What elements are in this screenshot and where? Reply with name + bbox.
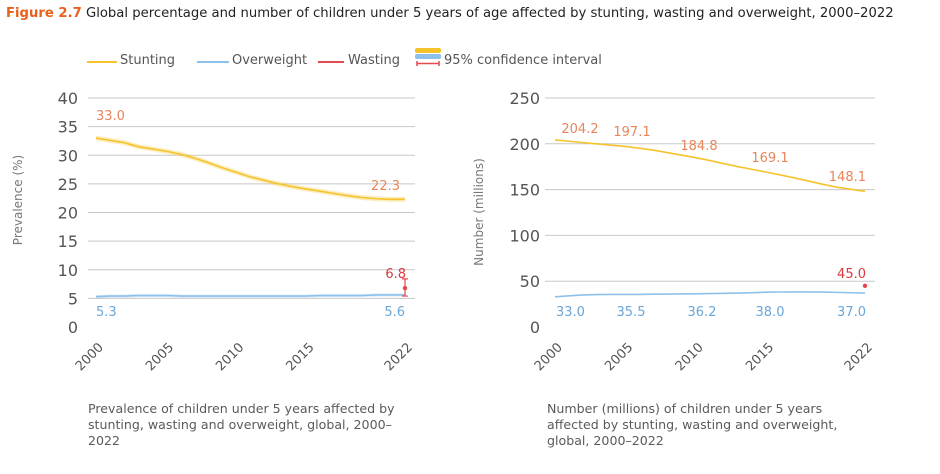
y-tick-label: 150 <box>509 181 540 200</box>
y-tick-label: 200 <box>509 135 540 154</box>
y-tick-label: 50 <box>520 272 540 291</box>
legend-item-overweight: Overweight <box>197 50 312 72</box>
x-tick-label: 2010 <box>213 340 247 374</box>
legend-swatch-overweight <box>197 61 229 63</box>
data-label-stunting: 204.2 <box>561 122 598 137</box>
x-tick-label: 2000 <box>73 340 107 374</box>
chart-legend: Stunting Overweight Wasting 95% confiden… <box>0 48 620 74</box>
wasting-point <box>862 283 868 288</box>
y-tick-label: 250 <box>509 89 540 108</box>
wasting-point <box>402 285 408 291</box>
data-label-stunting: 33.0 <box>96 109 125 124</box>
data-label-overweight: 37.0 <box>837 305 866 320</box>
ci-swatch-overweight <box>415 54 441 59</box>
x-tick-label: 2015 <box>284 340 318 374</box>
legend-label-stunting: Stunting <box>120 53 176 68</box>
y-tick-label: 20 <box>58 204 78 223</box>
data-label-overweight: 5.3 <box>96 305 117 320</box>
x-tick-label: 2022 <box>842 340 876 374</box>
x-tick-label: 2010 <box>673 340 707 374</box>
data-label-overweight: 33.0 <box>556 305 585 320</box>
stunting-series-line <box>95 137 405 201</box>
data-label-overweight: 36.2 <box>688 305 717 320</box>
figure-title: Figure 2.7 Global percentage and number … <box>6 6 894 21</box>
overweight-series-line <box>95 294 405 298</box>
y-tick-label: 35 <box>58 118 78 137</box>
data-label-stunting: 184.8 <box>680 139 717 154</box>
y-axis-label: Number (millions) <box>472 158 486 266</box>
x-tick-label: 2005 <box>602 340 636 374</box>
y-tick-label: 15 <box>58 232 78 251</box>
ci-swatch-wasting <box>416 61 440 66</box>
stunting-ci-band <box>96 135 405 202</box>
legend-swatch-ci <box>415 48 441 66</box>
data-label-overweight: 5.6 <box>384 305 405 320</box>
data-label-stunting: 22.3 <box>371 179 400 194</box>
figure-label: Figure 2.7 <box>6 6 82 21</box>
figure-title-text: Global percentage and number of children… <box>85 6 894 21</box>
legend-swatch-wasting <box>318 61 344 63</box>
caption-number: Number (millions) of children under 5 ye… <box>547 401 838 448</box>
data-label-stunting: 197.1 <box>613 125 650 140</box>
x-tick-label: 2022 <box>382 340 416 374</box>
legend-label-wasting: Wasting <box>348 53 400 68</box>
caption-prevalence: Prevalence of children under 5 years aff… <box>88 401 395 448</box>
data-label-stunting: 169.1 <box>751 151 788 166</box>
legend-label-overweight: Overweight <box>232 53 308 68</box>
x-tick-label: 2015 <box>743 340 777 374</box>
data-label-overweight: 35.5 <box>617 305 646 320</box>
y-tick-label: 100 <box>509 226 540 245</box>
legend-item-stunting: Stunting <box>87 50 187 72</box>
ci-swatch-stunting <box>415 48 441 53</box>
overweight-series-line <box>554 291 866 298</box>
stunting-series-line <box>554 139 866 193</box>
y-tick-label: 30 <box>58 146 78 165</box>
y-tick-label: 40 <box>58 89 78 108</box>
legend-item-ci: 95% confidence interval <box>414 48 614 72</box>
data-label-wasting: 45.0 <box>837 267 866 282</box>
x-tick-label: 2000 <box>532 340 566 374</box>
legend-swatch-stunting <box>87 61 117 63</box>
chart-number: 0 50 100 150 200 250 2000 2005 2010 2015 2022 Numbe… <box>472 89 876 374</box>
data-label-overweight: 38.0 <box>756 305 785 320</box>
data-label-stunting: 148.1 <box>829 170 866 185</box>
legend-label-ci: 95% confidence interval <box>444 53 602 68</box>
y-axis-label: Prevalence (%) <box>11 155 25 245</box>
y-tick-label: 25 <box>58 175 78 194</box>
y-tick-label: 5 <box>68 289 78 308</box>
data-label-wasting: 6.8 <box>385 267 406 282</box>
legend-item-wasting: Wasting <box>318 50 418 72</box>
y-tick-label: 0 <box>530 318 540 337</box>
y-tick-label: 10 <box>58 261 78 280</box>
x-tick-label: 2005 <box>143 340 177 374</box>
y-tick-label: 0 <box>68 318 78 337</box>
chart-prevalence: 0 5 10 15 20 25 30 35 40 2000 2005 2010 2015 2022 Prev… <box>11 89 416 374</box>
